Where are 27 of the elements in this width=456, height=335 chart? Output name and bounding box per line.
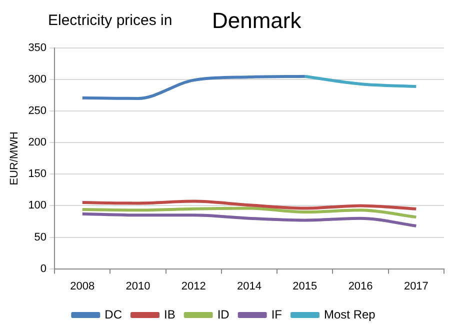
- x-tick-label: 2017: [404, 280, 428, 292]
- legend-label: Most Rep: [324, 307, 376, 322]
- legend-label: IB: [164, 307, 176, 322]
- x-tick-label: 2008: [70, 280, 95, 292]
- legend-label: DC: [104, 307, 122, 322]
- x-tick-label: 2015: [292, 280, 318, 292]
- x-tick-label: 2014: [237, 280, 262, 292]
- chart-title: Electricity prices in: [48, 12, 172, 29]
- line-series: [80, 74, 306, 100]
- y-tick-label: 200: [28, 136, 47, 149]
- y-tick-label: 50: [34, 231, 47, 244]
- y-tick-label: 100: [28, 200, 47, 212]
- x-tick-label: 2012: [181, 280, 206, 292]
- y-tick-label: 150: [28, 168, 47, 180]
- line-series: [80, 200, 418, 210]
- x-tick-label: 2010: [126, 280, 150, 292]
- line-series: [80, 212, 418, 228]
- legend-label: IF: [271, 307, 282, 322]
- x-tick-label: 2016: [348, 280, 373, 292]
- chart-subtitle: Denmark: [212, 8, 302, 34]
- line-series: [80, 206, 418, 219]
- y-axis-title: EUR/MWH: [8, 131, 21, 186]
- y-tick-label: 350: [28, 42, 47, 54]
- legend-label: ID: [217, 307, 230, 322]
- y-tick-label: 300: [28, 74, 47, 86]
- y-tick-label: 0: [40, 262, 47, 275]
- y-tick-label: 250: [28, 105, 47, 118]
